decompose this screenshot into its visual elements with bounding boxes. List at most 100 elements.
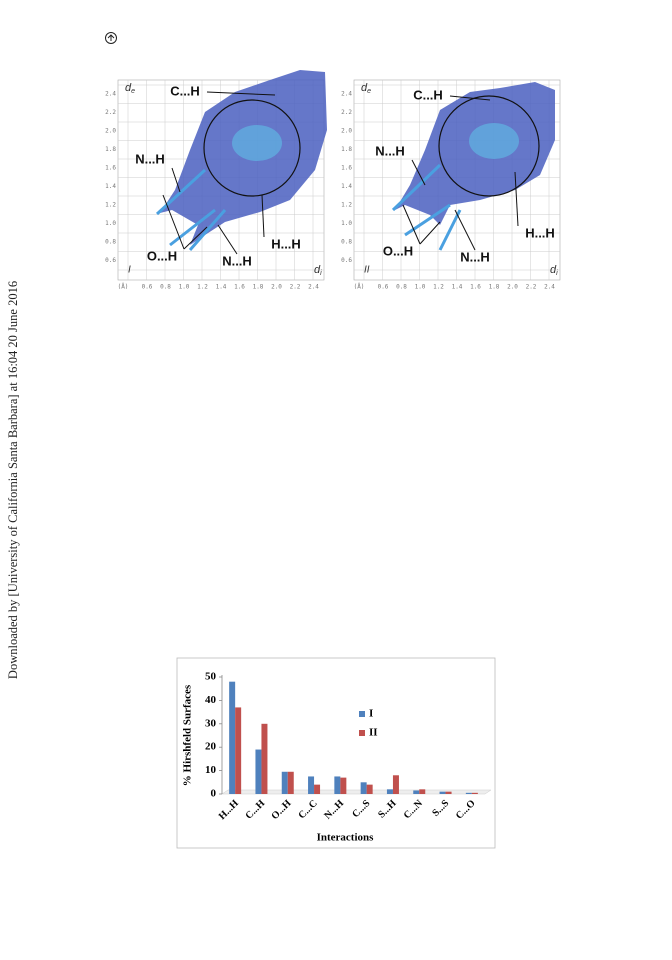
bar bbox=[386, 789, 393, 794]
legend-swatch bbox=[359, 730, 365, 736]
y-tick-label: 0.6 bbox=[341, 257, 352, 264]
x-tick-label: 2.2 bbox=[526, 284, 537, 291]
logo bbox=[105, 32, 117, 44]
bar bbox=[413, 790, 420, 794]
x-unit: (Å) bbox=[354, 284, 365, 291]
y-tick-label: 1.0 bbox=[105, 220, 116, 227]
dense-region bbox=[469, 123, 519, 159]
y-tick-label: 1.8 bbox=[341, 146, 352, 153]
y-tick-label: 1.8 bbox=[105, 146, 116, 153]
y-tick-label: 50 bbox=[205, 671, 217, 683]
y-tick-label: 10 bbox=[205, 764, 217, 776]
bar bbox=[340, 777, 347, 794]
leader-line bbox=[454, 209, 476, 251]
axis-main: d bbox=[361, 82, 368, 94]
bar bbox=[471, 792, 478, 794]
bar bbox=[229, 681, 236, 794]
y-tick-label: 2.0 bbox=[341, 128, 352, 135]
x-tick-label: 0.6 bbox=[378, 284, 389, 291]
y-tick-label: 1.4 bbox=[105, 183, 116, 190]
x-tick-label: 2.0 bbox=[507, 284, 518, 291]
leader-line bbox=[171, 167, 181, 193]
x-tick-label: 1.8 bbox=[253, 284, 264, 291]
y-tick-label: 1.6 bbox=[105, 165, 116, 172]
bar bbox=[281, 771, 288, 794]
y-tick-label: 40 bbox=[205, 694, 217, 706]
y-tick-label: 1.0 bbox=[341, 220, 352, 227]
bar bbox=[334, 776, 341, 794]
contact-label: O...H bbox=[147, 248, 177, 263]
bar bbox=[465, 792, 472, 794]
axis-sub: e bbox=[367, 88, 371, 95]
bar bbox=[392, 775, 399, 794]
leader-line bbox=[206, 91, 276, 96]
contact-circle bbox=[438, 95, 540, 197]
dense-region bbox=[232, 125, 282, 161]
x-tick-label: 0.8 bbox=[160, 284, 171, 291]
x-tick-label: 1.6 bbox=[470, 284, 481, 291]
x-tick-label: 0.6 bbox=[142, 284, 153, 291]
contact-label: C...H bbox=[170, 83, 200, 98]
point-spike bbox=[169, 208, 216, 247]
x-axis-label: di bbox=[550, 264, 558, 277]
legend-swatch bbox=[359, 711, 365, 717]
point-spike bbox=[404, 203, 451, 237]
y-tick-label: 2.4 bbox=[341, 91, 352, 98]
x-unit: (Å) bbox=[118, 284, 129, 291]
leader-line bbox=[183, 226, 208, 250]
y-axis-label: de bbox=[361, 82, 371, 95]
y-tick-label: 2.4 bbox=[105, 91, 116, 98]
panel-label: I bbox=[128, 265, 131, 276]
x-axis-title: Interactions bbox=[317, 832, 375, 844]
y-tick-label: 1.4 bbox=[341, 183, 352, 190]
x-tick-label: 1.2 bbox=[433, 284, 444, 291]
bar bbox=[445, 791, 452, 794]
bar bbox=[360, 782, 367, 794]
x-tick-label: 2.2 bbox=[290, 284, 301, 291]
leader-line bbox=[402, 204, 421, 245]
point-spike bbox=[188, 209, 227, 251]
legend-label: II bbox=[369, 727, 378, 739]
x-tick-label: 1.8 bbox=[489, 284, 500, 291]
x-tick-label: 1.4 bbox=[452, 284, 463, 291]
y-tick-label: 0 bbox=[211, 788, 217, 800]
panel-label: II bbox=[364, 265, 370, 276]
contact-label: N...H bbox=[375, 143, 405, 158]
y-tick-label: 1.6 bbox=[341, 165, 352, 172]
bar bbox=[419, 789, 426, 794]
contact-label: C...H bbox=[413, 87, 443, 102]
contact-circle bbox=[203, 99, 301, 197]
leader-line bbox=[261, 194, 265, 238]
y-axis-label: de bbox=[125, 82, 135, 95]
y-tick-label: 1.2 bbox=[341, 202, 352, 209]
y-tick-label: 1.2 bbox=[105, 202, 116, 209]
y-tick-label: 20 bbox=[205, 741, 217, 753]
leader-line bbox=[162, 194, 185, 250]
x-tick-label: 2.4 bbox=[544, 284, 555, 291]
axis-main: d bbox=[550, 264, 557, 276]
axis-main: d bbox=[314, 264, 321, 276]
bar bbox=[255, 749, 262, 794]
x-tick-label: 1.0 bbox=[179, 284, 190, 291]
x-tick-label: 1.6 bbox=[234, 284, 245, 291]
x-tick-label: 1.2 bbox=[197, 284, 208, 291]
axis-main: d bbox=[125, 82, 132, 94]
bar bbox=[287, 771, 294, 794]
leader-line bbox=[411, 159, 426, 186]
contact-label: N...H bbox=[135, 151, 165, 166]
y-tick-label: 2.2 bbox=[105, 109, 116, 116]
x-tick-label: 2.0 bbox=[271, 284, 282, 291]
leader-line bbox=[419, 221, 441, 245]
contact-label: N...H bbox=[222, 253, 252, 268]
download-note: Downloaded by [University of California … bbox=[6, 281, 20, 679]
y-tick-label: 0.8 bbox=[105, 239, 116, 246]
bar bbox=[314, 784, 321, 794]
x-axis-label: di bbox=[314, 264, 322, 277]
axis-sub: i bbox=[556, 270, 558, 277]
x-tick-label: 1.0 bbox=[415, 284, 426, 291]
point-spike bbox=[438, 209, 462, 251]
fingerprint-plot: 2.4 2.2 2.0 1.8 1.6 1.4 1.2 1.0 0.8 0.6 (Å) 0.6 0.8 1… bbox=[341, 79, 561, 291]
y-tick-label: 30 bbox=[205, 717, 217, 729]
axis-sub: e bbox=[131, 88, 135, 95]
